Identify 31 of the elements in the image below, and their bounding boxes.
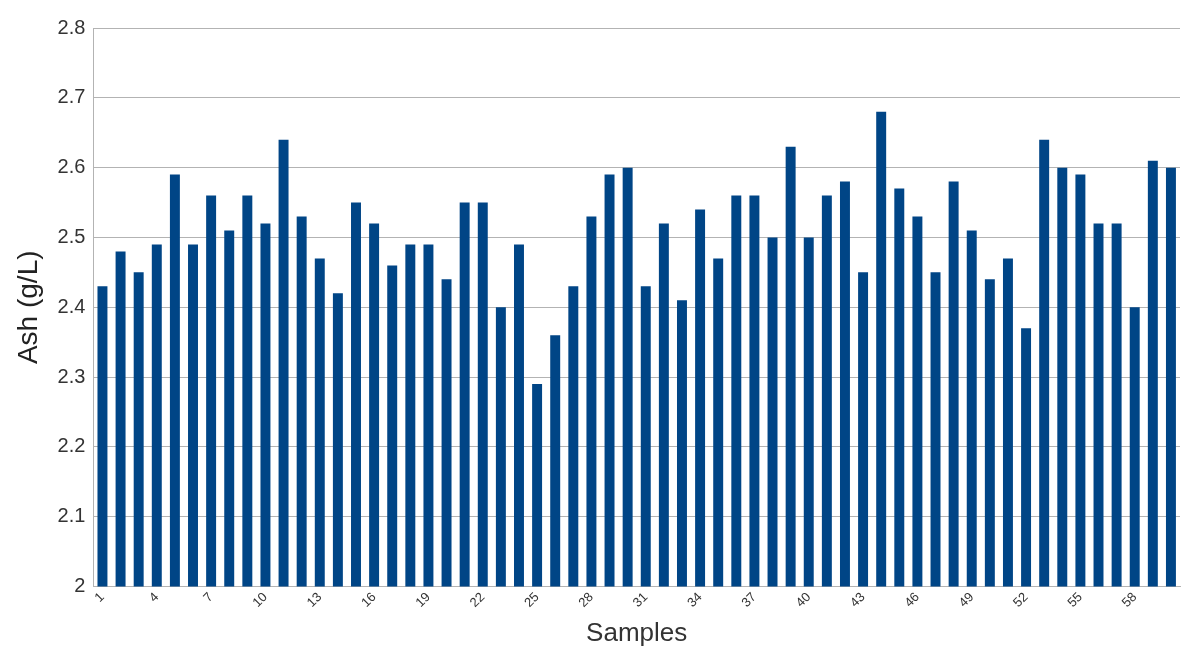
x-tick-label: 7 — [200, 589, 216, 605]
x-tick-label: 10 — [249, 589, 271, 610]
x-tick-label: 22 — [466, 589, 488, 610]
y-tick-label: 2 — [74, 574, 86, 597]
x-tick-label: 31 — [629, 589, 651, 610]
x-axis-title: Samples — [586, 616, 688, 647]
y-tick-label: 2.7 — [57, 85, 86, 108]
y-tick-label: 2.5 — [57, 224, 86, 247]
x-tick-label: 43 — [846, 589, 868, 610]
x-tick-label: 37 — [738, 589, 760, 610]
y-tick-label: 2.6 — [57, 155, 86, 178]
y-tick-label: 2.8 — [57, 15, 86, 38]
y-tick-label: 2.2 — [57, 434, 86, 457]
x-tick-label: 58 — [1118, 589, 1140, 610]
x-tick-label: 28 — [575, 589, 597, 610]
y-tick-label: 2.1 — [57, 504, 86, 527]
x-tick-label: 46 — [901, 589, 923, 610]
x-tick-label: 1 — [91, 589, 108, 605]
x-tick-label: 49 — [955, 589, 977, 610]
x-tick-label: 40 — [792, 589, 814, 610]
y-axis-title: Ash (g/L) — [11, 250, 43, 365]
x-tick-label: 4 — [145, 589, 162, 605]
y-tick-label: 2.3 — [57, 364, 86, 387]
x-tick-label: 34 — [683, 589, 705, 610]
x-tick-label: 55 — [1064, 589, 1086, 610]
x-tick-label: 19 — [412, 589, 434, 610]
x-tick-label: 52 — [1009, 589, 1031, 610]
x-tick-label: 25 — [520, 589, 542, 610]
y-tick-label: 2.4 — [57, 294, 86, 317]
x-tick-label: 13 — [303, 589, 325, 610]
x-tick-label: 16 — [357, 589, 379, 610]
